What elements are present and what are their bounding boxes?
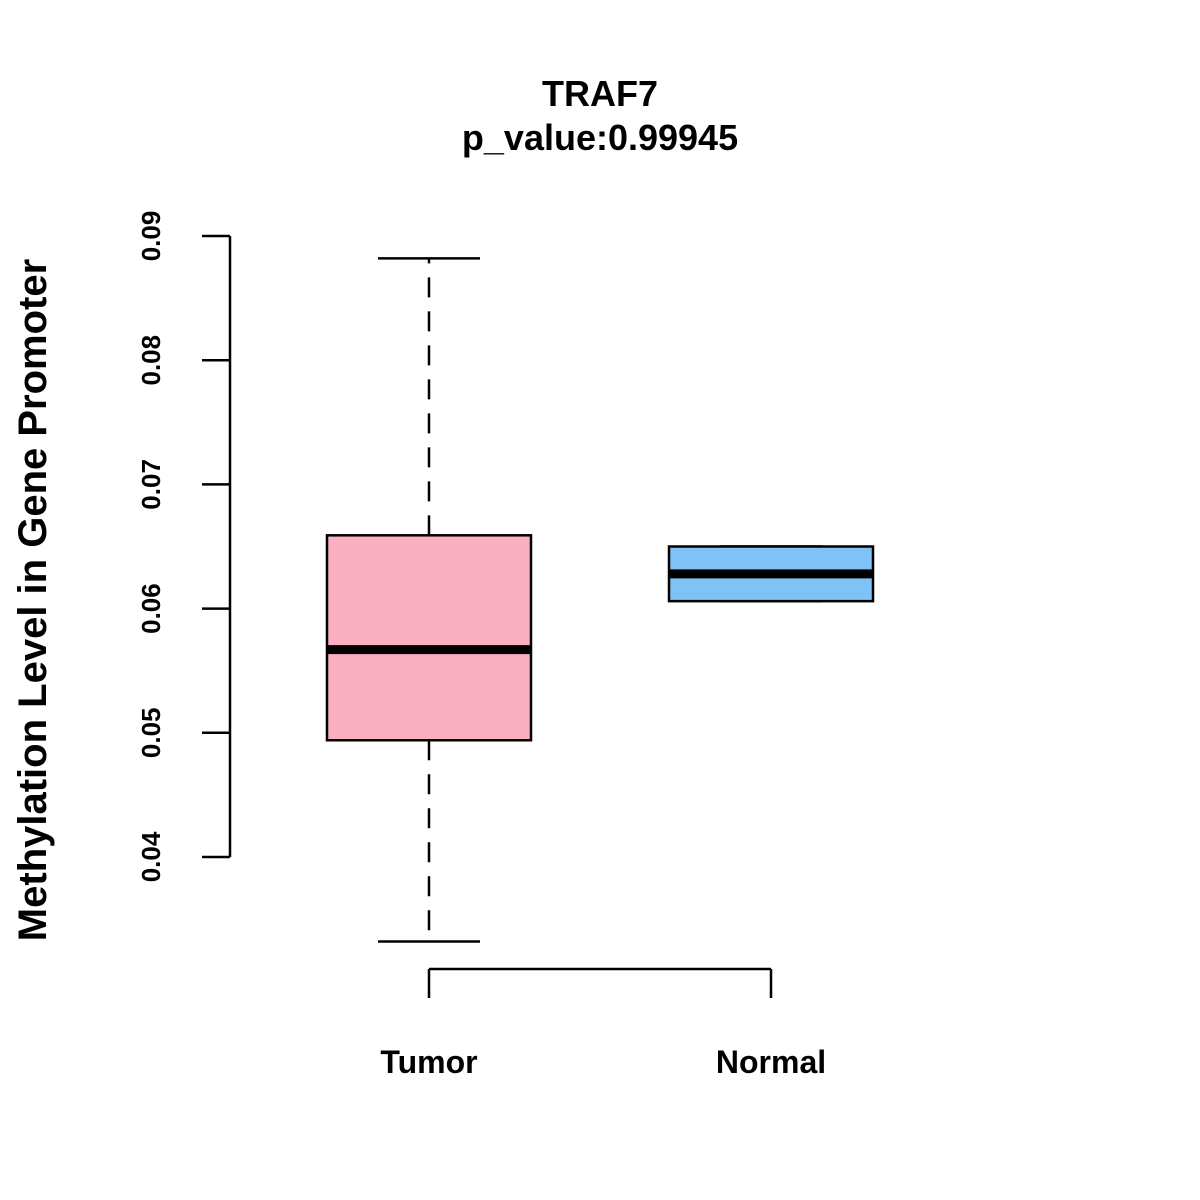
y-axis-label: Methylation Level in Gene Promoter	[11, 259, 55, 941]
y-tick-label: 0.09	[136, 211, 166, 262]
box-body	[325, 534, 533, 742]
x-group-axis: Tumor Normal	[380, 967, 826, 1080]
boxes-group	[325, 257, 875, 943]
y-axis: 0.04 0.05 0.06 0.07 0.08 0.09	[136, 211, 232, 882]
y-tick-label: 0.08	[136, 335, 166, 386]
x-category-label: Normal	[716, 1044, 826, 1080]
box-tumor	[325, 257, 533, 943]
box-normal	[667, 545, 875, 603]
y-tick-label: 0.07	[136, 459, 166, 510]
y-tick-label: 0.04	[136, 831, 166, 882]
x-category-label: Tumor	[380, 1044, 477, 1080]
y-tick-label: 0.05	[136, 707, 166, 758]
chart-subtitle: p_value:0.99945	[462, 117, 738, 158]
chart-title: TRAF7	[542, 73, 658, 114]
y-tick-label: 0.06	[136, 583, 166, 634]
